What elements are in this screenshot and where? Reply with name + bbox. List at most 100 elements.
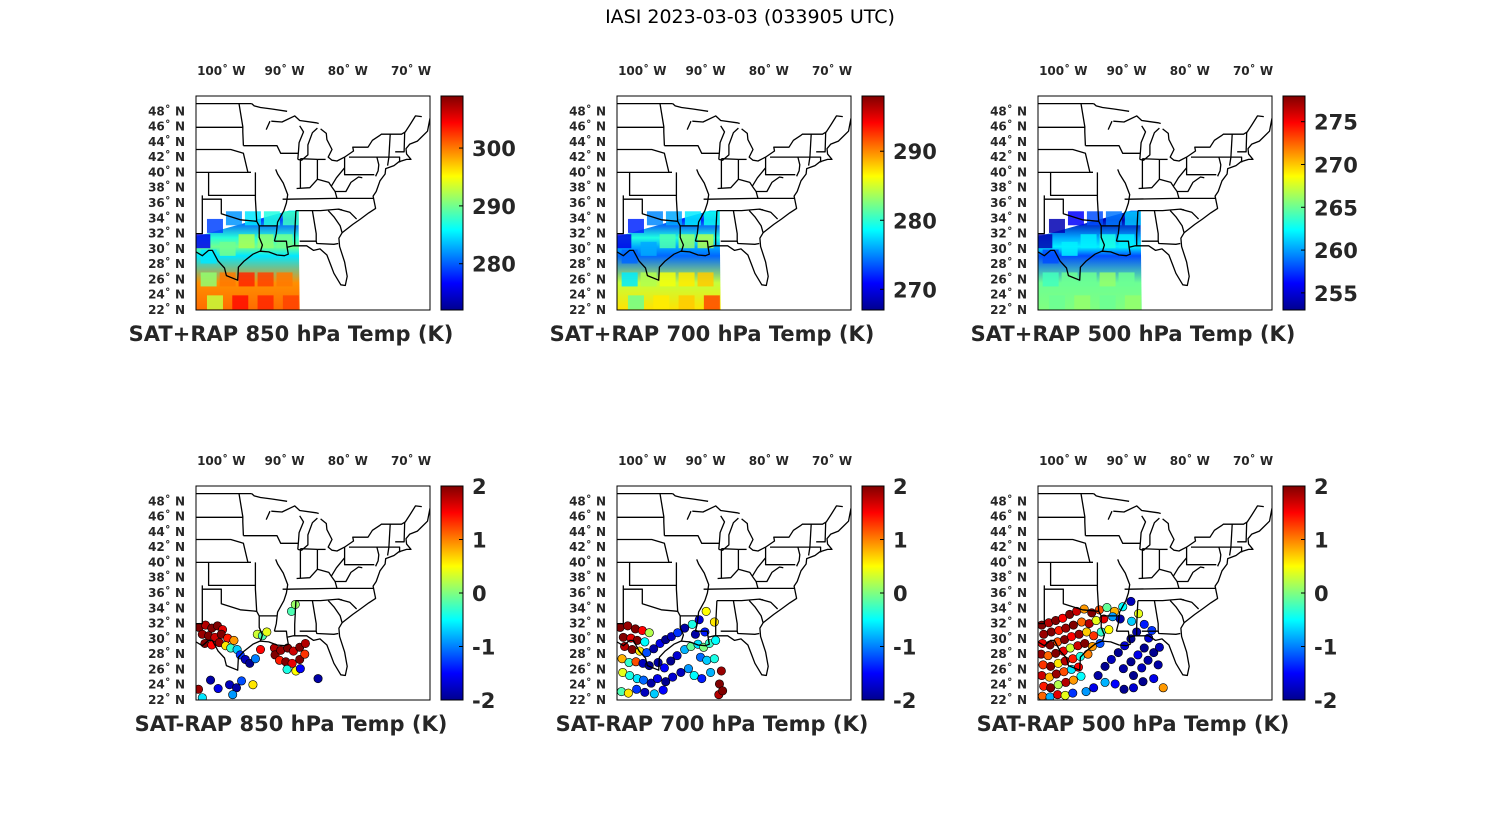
- lat-tick-label: 24˚ N: [569, 677, 606, 692]
- great-lakes-shore: [320, 115, 422, 162]
- state-border: [659, 103, 666, 146]
- map-frame: [195, 95, 431, 311]
- great-lakes-shore: [271, 115, 319, 125]
- state-border: [1142, 548, 1160, 551]
- state-border: [196, 199, 203, 235]
- swath-sample: [697, 272, 714, 287]
- swath-sample: [1042, 249, 1059, 264]
- state-border: [327, 600, 343, 623]
- lat-tick-label: 48˚ N: [990, 493, 1027, 508]
- lat-tick-label: 36˚ N: [148, 585, 185, 600]
- lon-tick-label: 70˚ W: [812, 453, 852, 468]
- swath-sample: [1080, 234, 1097, 249]
- swath-sample: [1099, 272, 1116, 287]
- lat-tick-label: 28˚ N: [990, 256, 1027, 271]
- data-point: [618, 632, 628, 642]
- lat-tick-label: 46˚ N: [148, 119, 185, 134]
- coastline: [617, 508, 851, 677]
- state-border: [679, 615, 685, 642]
- state-border: [330, 167, 346, 187]
- lat-tick-label: 36˚ N: [990, 585, 1027, 600]
- swath-sample: [627, 295, 644, 310]
- lat-tick-label: 30˚ N: [148, 631, 185, 646]
- great-lakes-shore: [692, 115, 740, 125]
- swath-sample: [1105, 211, 1122, 226]
- state-border: [315, 631, 339, 635]
- state-border: [703, 587, 795, 590]
- lat-tick-label: 30˚ N: [990, 631, 1027, 646]
- state-border: [796, 546, 801, 567]
- state-border: [622, 585, 678, 612]
- data-point: [1082, 627, 1092, 637]
- panel-3: 100˚ W 90˚ W 80˚ W 70˚ W 48˚ N46˚ N44˚ N42˚ …: [971, 63, 1358, 346]
- swath-sample: [678, 234, 695, 249]
- state-border: [1093, 493, 1130, 502]
- colorbar-tick-label: 0: [1314, 582, 1329, 606]
- state-border: [1157, 241, 1181, 245]
- colorbar-tick-label: 290: [893, 140, 937, 164]
- lat-tick-label: 28˚ N: [148, 256, 185, 271]
- swath-sample: [206, 295, 223, 310]
- data-point: [1065, 643, 1075, 653]
- lon-tick-label: 70˚ W: [1233, 453, 1273, 468]
- colorbar-tick-label: 290: [472, 195, 516, 219]
- state-border: [1141, 210, 1159, 242]
- swath-sample: [621, 272, 638, 287]
- data-point: [1128, 683, 1138, 693]
- state-border: [807, 546, 822, 556]
- data-point: [1051, 669, 1061, 679]
- map-frame: [1037, 95, 1273, 311]
- state-border: [282, 197, 374, 200]
- swath-sample: [200, 272, 217, 287]
- data-point: [640, 687, 650, 697]
- swath-sample: [276, 272, 293, 287]
- data-point: [250, 654, 260, 664]
- map-data-layer: [196, 210, 300, 310]
- colorbar-tick-label: 270: [1314, 153, 1358, 177]
- great-lakes-shore: [1113, 505, 1161, 515]
- state-border: [207, 562, 256, 587]
- state-border: [617, 589, 624, 625]
- great-lakes-shore: [741, 115, 843, 162]
- lat-tick-label: 22˚ N: [148, 302, 185, 317]
- data-point: [1119, 684, 1129, 694]
- lat-tick-label: 40˚ N: [990, 554, 1027, 569]
- state-border: [335, 176, 363, 193]
- data-point: [642, 648, 652, 658]
- colorbar-tick-label: 280: [893, 209, 937, 233]
- data-point: [1046, 683, 1056, 693]
- swath-sample: [196, 234, 211, 249]
- lat-tick-label: 30˚ N: [990, 241, 1027, 256]
- state-border: [375, 546, 380, 567]
- state-border: [1157, 631, 1181, 635]
- colorbar-tick-label: 0: [893, 582, 908, 606]
- data-point: [228, 690, 238, 700]
- data-point: [1068, 675, 1078, 685]
- map-frame: [616, 95, 852, 311]
- state-border: [300, 548, 318, 551]
- state-border: [694, 559, 710, 632]
- state-border: [1177, 176, 1205, 193]
- data-point: [1118, 664, 1128, 674]
- map-data-layer: [196, 599, 323, 700]
- data-point: [1108, 612, 1118, 622]
- state-border: [1172, 167, 1188, 187]
- data-point: [1106, 654, 1116, 664]
- data-point: [718, 686, 728, 696]
- great-lakes-shore: [320, 505, 422, 552]
- state-border: [679, 225, 685, 252]
- lat-tick-label: 36˚ N: [990, 195, 1027, 210]
- state-borders: [196, 102, 430, 287]
- state-border: [335, 566, 363, 583]
- colorbar-tick-label: 2: [472, 475, 487, 499]
- swath-sample: [1080, 272, 1097, 287]
- great-lakes-shore: [741, 505, 843, 552]
- state-border: [672, 493, 709, 502]
- great-lakes-shore: [271, 505, 319, 515]
- data-point: [1061, 677, 1071, 687]
- state-border: [694, 169, 710, 242]
- state-border: [282, 587, 374, 590]
- lon-tick-label: 80˚ W: [1170, 63, 1210, 78]
- state-border: [1049, 172, 1098, 197]
